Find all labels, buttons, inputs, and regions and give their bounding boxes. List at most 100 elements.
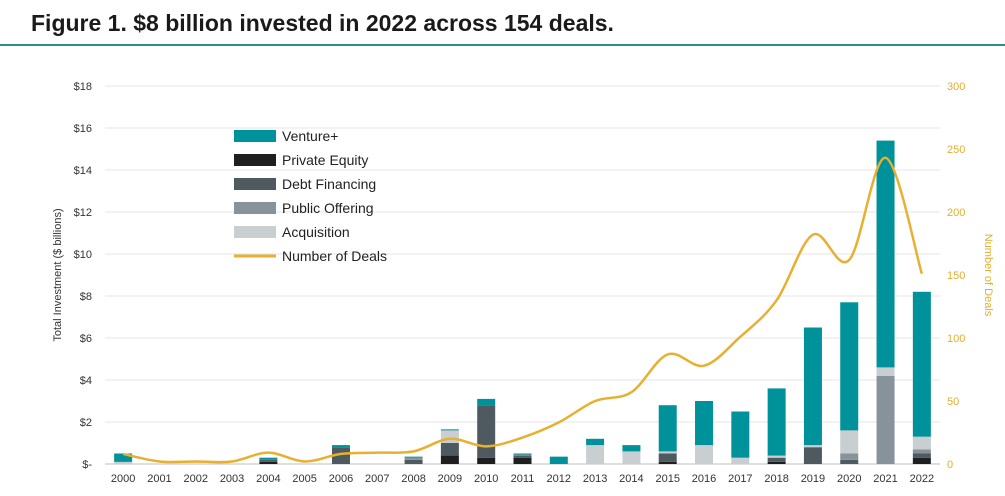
bar-public-offering (876, 375, 895, 464)
bar-venture (586, 438, 605, 446)
y2-axis-title: Number of Deals (982, 234, 994, 317)
bar-debt-financing (513, 455, 532, 458)
bar-acquisition (912, 436, 931, 450)
bar-private-equity (658, 461, 677, 464)
x-tick-label: 2018 (764, 473, 788, 485)
bar-venture (440, 429, 459, 431)
x-tick-label: 2014 (619, 473, 643, 485)
bar-private-equity (513, 457, 532, 464)
legend-label-venture: Venture+ (282, 128, 338, 144)
bar-venture (513, 453, 532, 455)
bar-private-equity (767, 461, 786, 464)
x-tick-label: 2022 (910, 473, 934, 485)
bar-public-offering (840, 453, 859, 460)
x-tick-label: 2004 (256, 473, 280, 485)
y-tick-label: $10 (74, 249, 92, 261)
bar-venture (331, 445, 350, 448)
legend-label-public-offering: Public Offering (282, 200, 374, 216)
deal-line-group (122, 156, 924, 464)
x-tick-label: 2015 (655, 473, 679, 485)
bar-private-equity (259, 461, 278, 464)
x-tick-label: 2020 (837, 473, 861, 485)
bar-venture (803, 327, 822, 446)
bar-private-equity (912, 457, 931, 464)
legend-swatch-venture (234, 130, 276, 142)
x-tick-label: 2011 (511, 473, 535, 485)
axis-group: $- $2 $4 $6 $8 $10 $12 $14 $16 $18 0 50 100 150 200 250… (74, 81, 966, 485)
bar-public-offering (404, 457, 423, 460)
x-tick-label: 2000 (111, 473, 135, 485)
x-tick-label: 2013 (583, 473, 607, 485)
x-tick-label: 2005 (292, 473, 316, 485)
y2-tick-label: 50 (947, 396, 959, 408)
y2-tick-label: 300 (947, 81, 965, 93)
title-divider (0, 44, 1005, 46)
y2-tick-label: 0 (947, 459, 953, 471)
bar-venture (658, 405, 677, 452)
bar-public-offering (912, 449, 931, 454)
y2-tick-label: 100 (947, 333, 965, 345)
bar-debt-financing (767, 457, 786, 462)
bar-debt-financing (840, 459, 859, 464)
x-tick-label: 2003 (220, 473, 244, 485)
y-tick-label: $14 (74, 165, 92, 177)
y-tick-label: $16 (74, 123, 92, 135)
legend-label-private-equity: Private Equity (282, 152, 368, 168)
legend: Venture+ Private Equity Debt Financing Publ… (234, 128, 387, 264)
legend-label-number-of-deals: Number of Deals (282, 248, 387, 264)
y2-tick-label: 150 (947, 270, 965, 282)
y2-tick-label: 200 (947, 207, 965, 219)
x-tick-label: 2012 (547, 473, 571, 485)
x-tick-label: 2021 (873, 473, 897, 485)
legend-label-debt-financing: Debt Financing (282, 176, 376, 192)
bar-private-equity (440, 455, 459, 464)
bar-private-equity (477, 457, 496, 464)
legend-swatch-public-offering (234, 202, 276, 214)
x-tick-label: 2016 (692, 473, 716, 485)
legend-label-acquisition: Acquisition (282, 224, 350, 240)
bar-acquisition (803, 445, 822, 448)
x-tick-label: 2007 (365, 473, 389, 485)
y-tick-label: $12 (74, 207, 92, 219)
bar-debt-financing (259, 459, 278, 462)
bar-debt-financing (658, 453, 677, 462)
grid-lines (105, 85, 940, 465)
y-tick-label: $- (82, 459, 92, 471)
x-tick-label: 2002 (184, 473, 208, 485)
bar-acquisition (114, 461, 133, 464)
bar-acquisition (622, 451, 641, 464)
bar-venture (114, 453, 133, 462)
number-of-deals-line (122, 156, 924, 464)
bar-acquisition (876, 367, 895, 376)
x-tick-label: 2010 (474, 473, 498, 485)
y-tick-label: $4 (80, 375, 92, 387)
bar-venture (404, 456, 423, 458)
page-title: Figure 1. $8 billion invested in 2022 ac… (31, 10, 614, 36)
legend-swatch-debt-financing (234, 178, 276, 190)
legend-swatch-acquisition (234, 226, 276, 238)
bar-debt-financing (440, 443, 459, 456)
bar-stack-group (114, 140, 931, 464)
bar-venture (549, 456, 568, 464)
x-tick-label: 2006 (329, 473, 353, 485)
y-axis-title: Total Investment ($ billions) (52, 208, 64, 341)
bar-debt-financing (331, 447, 350, 464)
bar-venture (912, 291, 931, 437)
bar-acquisition (731, 457, 750, 464)
bar-acquisition (767, 455, 786, 458)
bar-venture (767, 388, 786, 456)
bar-venture (695, 401, 714, 446)
x-tick-label: 2017 (728, 473, 752, 485)
bar-acquisition (658, 451, 677, 454)
y2-tick-label: 250 (947, 144, 965, 156)
y-tick-label: $2 (80, 417, 92, 429)
y-tick-label: $6 (80, 333, 92, 345)
bar-debt-financing (477, 405, 496, 458)
x-tick-label: 2009 (438, 473, 462, 485)
bar-venture (876, 140, 895, 368)
bar-venture (840, 302, 859, 431)
bar-debt-financing (912, 453, 931, 458)
legend-swatch-private-equity (234, 154, 276, 166)
bar-venture (259, 457, 278, 460)
